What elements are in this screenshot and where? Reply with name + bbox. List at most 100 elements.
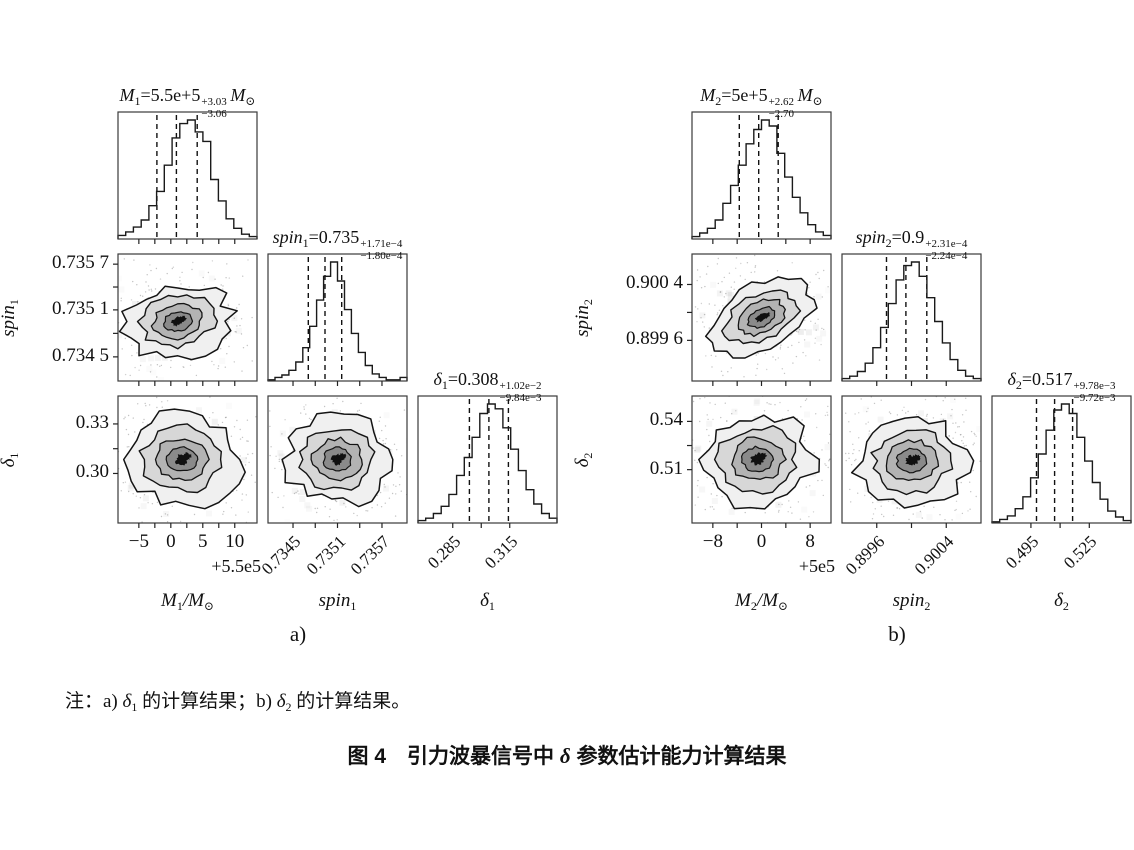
- corner-a-yname-r1-sub: 1: [7, 298, 22, 305]
- caption-fig-label: 图 4: [347, 745, 387, 768]
- corner-a-title-2: δ1=0.308 +1.02e−2 −9.84e−3: [358, 369, 617, 405]
- corner-a-title-2-err-plus: +1.02e−2: [499, 379, 542, 392]
- corner-a-xaxis-name-c2: δ1: [480, 590, 495, 614]
- corner-a-title-0: M1=5.5e+5 +3.03 −3.06 M⊙: [58, 85, 317, 121]
- corner-b-contour-panel-r2c1-canvas: [841, 395, 982, 528]
- note-var2: δ: [276, 691, 286, 712]
- corner-a-xname-c1-sub: 1: [350, 599, 357, 614]
- figure-note: 注：a) δ1 的计算结果；b) δ2 的计算结果。: [65, 686, 410, 715]
- corner-b-contour-panel-r2c1: [841, 395, 982, 528]
- corner-b-hist-panel-0: [691, 111, 832, 244]
- corner-a-contour-panel-r2c1-canvas: [267, 395, 408, 528]
- corner-b-xname-c1-var: spin: [892, 590, 925, 611]
- corner-plot-a: M1=5.5e+5 +3.03 −3.06 M⊙ spin1=0.735 +1.71e−…: [0, 85, 558, 657]
- corner-b-ytick-r2-0: 0.54: [649, 409, 683, 431]
- corner-a-title-2-name: δ: [433, 369, 442, 389]
- corner-b-title-0-sub: 2: [715, 94, 722, 109]
- corner-a-contour-panel-r2c0-canvas: [113, 395, 258, 528]
- caption-var: δ: [559, 744, 571, 768]
- corner-b-title-1-err-minus: −2.24e−4: [925, 250, 968, 263]
- corner-a-title-2-value: =0.308: [447, 369, 499, 389]
- corner-b-xaxis-name-c1: spin2: [893, 590, 931, 614]
- corner-a-xname-c0-rest: /M: [182, 590, 204, 611]
- corner-b-title-1-errors: +2.31e−4 −2.24e−4: [925, 238, 967, 263]
- corner-b-xaxis-name-c2: δ2: [1054, 590, 1069, 614]
- corner-a-yname-r2-sub: 1: [7, 452, 22, 459]
- corner-a-title-2-errors: +1.02e−2 −9.84e−3: [499, 380, 541, 405]
- corner-b-contour-panel-r2c0: [687, 395, 832, 528]
- corner-b-title-1-name: spin: [855, 227, 886, 247]
- figure-caption: 图 4 引力波暴信号中 δ 参数估计能力计算结果: [0, 740, 1134, 770]
- corner-b-hist-panel-2-canvas: [991, 395, 1132, 528]
- corner-b-title-0-err-plus: +2.62: [768, 95, 795, 108]
- corner-a-ytick-r1-2: 0.734 5: [52, 344, 109, 366]
- note-prefix: 注：a): [65, 691, 123, 712]
- corner-b-title-2-errors: +9.78e−3 −9.72e−3: [1073, 380, 1115, 405]
- corner-a-xoffset-c0: +5.5e5: [211, 556, 261, 576]
- corner-a-title-0-sub: 1: [134, 94, 141, 109]
- corner-a-contour-panel-r2c0: [113, 395, 258, 528]
- corner-b-contour-panel-r1c0: [687, 253, 832, 386]
- corner-b-title-2-name: δ: [1007, 369, 1016, 389]
- corner-a-title-0-errors: +3.03 −3.06: [201, 96, 226, 121]
- corner-a-title-1-errors: +1.71e−4 −1.80e−4: [360, 238, 402, 263]
- corner-a-hist-panel-1: [267, 253, 408, 386]
- corner-a-title-0-err-plus: +3.03: [201, 95, 227, 108]
- corner-a-title-1-name: spin: [272, 227, 303, 247]
- note-suffix: 的计算结果。: [291, 691, 411, 712]
- corner-a-title-0-name: M: [119, 85, 135, 105]
- corner-a-hist-panel-1-canvas: [267, 253, 408, 386]
- corner-b-yname-r1-sub: 2: [581, 298, 596, 305]
- corner-a-contour-panel-r1c0: [113, 253, 258, 386]
- corner-a-xaxis-name-c1: spin1: [319, 590, 357, 614]
- corner-a-xname-c2-sub: 1: [488, 599, 495, 614]
- note-var2-sub: 2: [285, 700, 292, 715]
- corner-b-contour-panel-r2c0-canvas: [687, 395, 832, 528]
- corner-a-title-1-value: =0.735: [308, 227, 360, 247]
- corner-a-ytick-r1-1: 0.735 1: [52, 297, 109, 319]
- corner-b-xname-c0-var: M: [735, 590, 751, 611]
- corner-a-xtick-c0-0: −5: [128, 531, 149, 552]
- corner-a-yaxis-name-r1: spin1: [0, 299, 22, 337]
- corner-a-ytick-r2-0: 0.33: [75, 411, 109, 433]
- corner-b-xoffset-c0: +5e5: [798, 556, 835, 576]
- corner-a-xtick-c0-1: 0: [166, 531, 176, 552]
- corner-a-yname-r1-var: spin: [0, 304, 19, 337]
- corner-b-title-2: δ2=0.517 +9.78e−3 −9.72e−3: [932, 369, 1134, 405]
- corner-b-title-0-unit: M: [794, 85, 813, 105]
- corner-a-ytick-r1-0: 0.735 7: [52, 252, 109, 274]
- corner-b-xtick-c0-2: 8: [805, 531, 815, 552]
- corner-b-title-0-name: M: [700, 85, 716, 105]
- corner-b-xaxis-name-c0: M2/M⊙: [735, 590, 788, 614]
- corner-b-contour-panel-r1c0-canvas: [687, 253, 832, 386]
- corner-b-ytick-r1-0: 0.900 4: [626, 272, 683, 294]
- corner-b-title-0: M2=5e+5 +2.62 −2.70 M⊙: [632, 85, 891, 121]
- caption-post: 参数估计能力计算结果: [570, 745, 787, 768]
- corner-b-hist-panel-2: [991, 395, 1132, 528]
- corner-a-hist-panel-0: [117, 111, 258, 244]
- corner-b-title-2-err-plus: +9.78e−3: [1073, 379, 1116, 392]
- corner-a-ytick-r2-1: 0.30: [75, 461, 109, 483]
- corner-b-title-1-err-plus: +2.31e−4: [925, 237, 968, 250]
- corner-a-hist-panel-0-canvas: [117, 111, 258, 244]
- corner-b-yaxis-name-r2: δ2: [572, 452, 596, 467]
- corner-a-title-0-unit-sub: ⊙: [245, 94, 256, 109]
- corner-a-hist-panel-2-canvas: [417, 395, 558, 528]
- corner-b-title-2-err-minus: −9.72e−3: [1073, 392, 1116, 405]
- note-mid: 的计算结果；b): [137, 691, 277, 712]
- corner-b-title-0-unit-sub: ⊙: [812, 94, 823, 109]
- corner-b-xname-c1-sub: 2: [924, 599, 931, 614]
- corner-b-xname-c0-rest: /M: [756, 590, 778, 611]
- corner-b-xname-c0-sub: 2: [750, 599, 757, 614]
- corner-b-title-0-value: =5e+5: [721, 85, 768, 105]
- corner-a-title-0-unit: M: [226, 85, 246, 105]
- corner-b-ytick-r1-1: 0.899 6: [626, 328, 683, 350]
- corner-b-title-0-errors: +2.62 −2.70: [769, 96, 794, 121]
- corner-a-xaxis-name-c0: M1/M⊙: [161, 590, 214, 614]
- note-var1: δ: [122, 691, 132, 712]
- corner-b-yname-r2-var: δ: [571, 458, 593, 467]
- corner-b-title-1-sub: 2: [885, 236, 892, 251]
- corner-b-hist-panel-1-canvas: [841, 253, 982, 386]
- corner-b-xname-c2-sub: 2: [1062, 599, 1069, 614]
